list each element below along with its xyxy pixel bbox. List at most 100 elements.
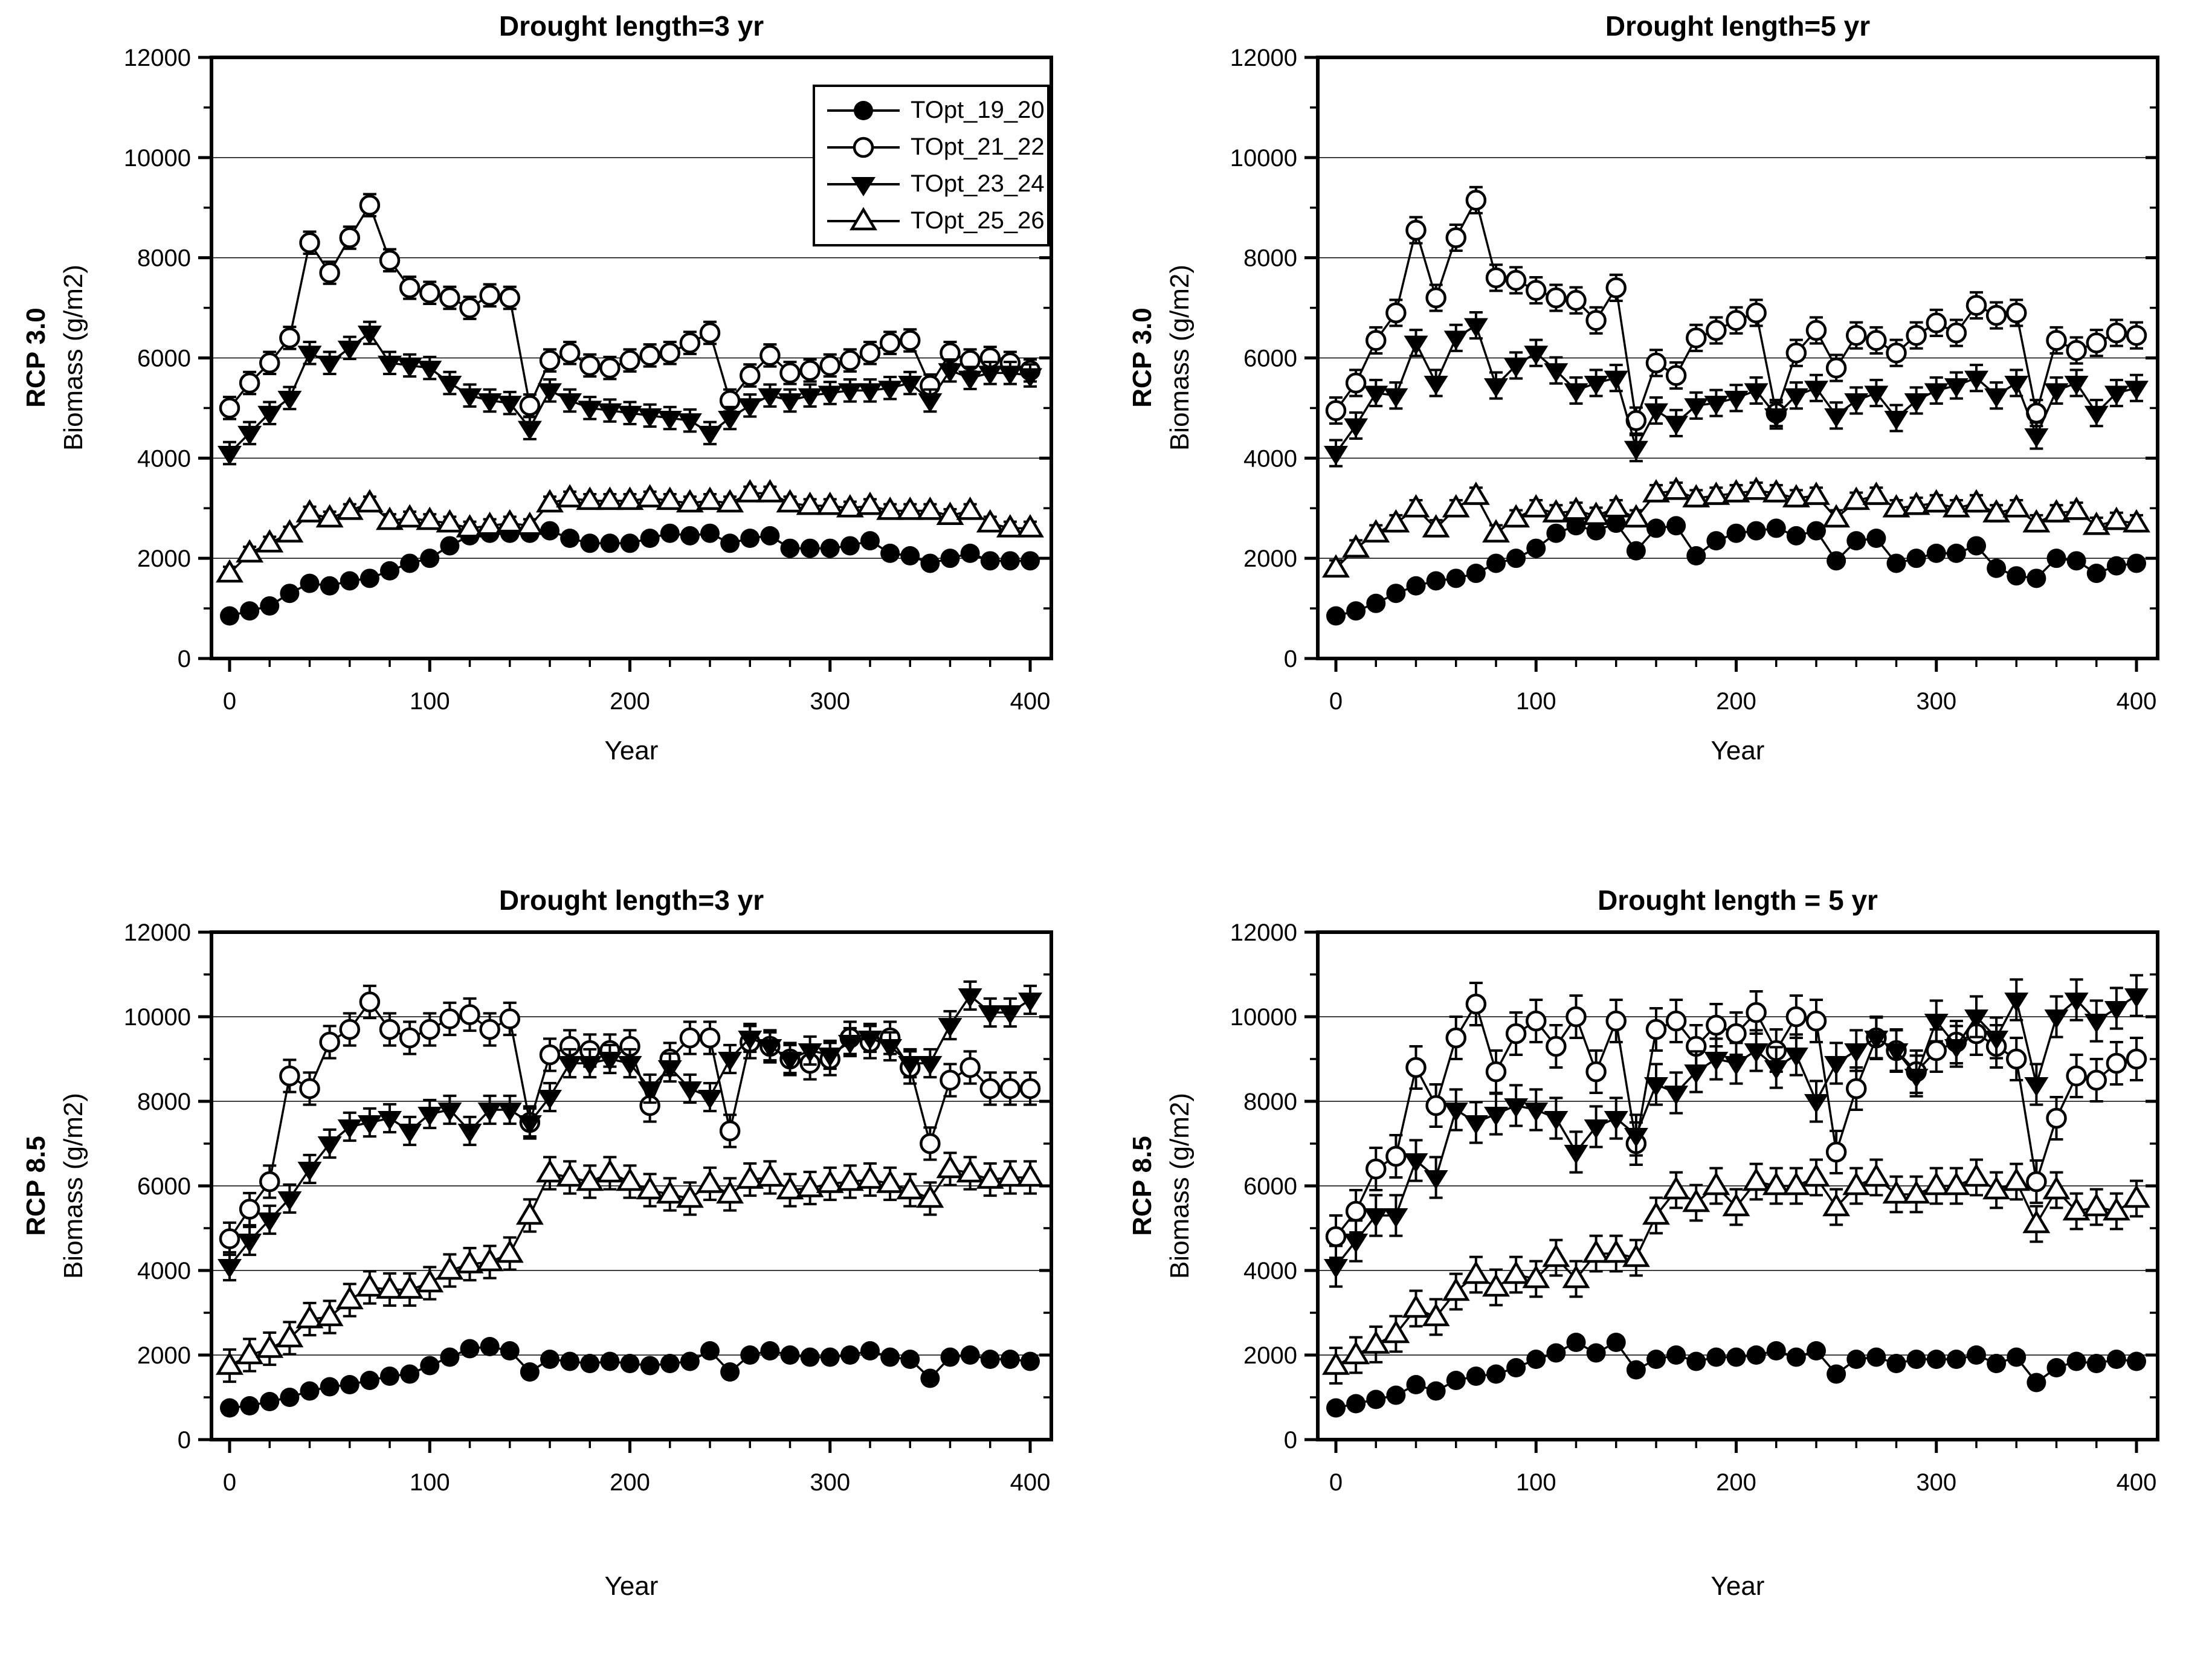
filled-circle-icon (827, 100, 900, 120)
series-TOpt_25_26 (1322, 1158, 2150, 1385)
series-TOpt_23_24 (218, 980, 1042, 1282)
panel-title: Drought length=3 yr (498, 884, 764, 916)
y-axis: 0 2000 4000 6000 8000 10000 12000 (124, 919, 1051, 1454)
y-tick-label: 2000 (1243, 546, 1297, 572)
y-tick-label: 10000 (1230, 145, 1297, 172)
y-tick-label: 12000 (1230, 919, 1297, 946)
y-tick-label: 12000 (124, 45, 191, 71)
y-axis-rcp-label: RCP 8.5 (21, 1136, 51, 1236)
y-tick-label: 4000 (1243, 1258, 1297, 1284)
y-axis-biomass-label: Biomass (g/m2) (1165, 264, 1195, 451)
series-TOpt_21_22 (1325, 982, 2147, 1259)
x-tick-label: 300 (810, 1469, 850, 1496)
x-tick-label: 300 (1916, 1469, 1956, 1496)
y-axis-rcp-label: RCP 8.5 (1127, 1136, 1157, 1236)
x-axis: 0 100 200 300 400 (223, 1440, 1051, 1496)
plot-area-bottom-right: 0 2000 4000 6000 8000 10000 12000 0 100 200 300 400 (1230, 919, 2159, 1496)
y-tick-label: 4000 (137, 1258, 191, 1284)
x-axis-label: Year (604, 736, 659, 765)
x-tick-label: 200 (610, 688, 650, 715)
open-circle-icon (827, 137, 900, 158)
panel-title: Drought length=5 yr (1605, 10, 1871, 42)
y-tick-label: 6000 (137, 346, 191, 372)
x-axis-label: Year (1711, 1571, 1765, 1601)
series-TOpt_23_24 (1324, 974, 2149, 1288)
y-axis: 0 2000 4000 6000 8000 10000 12000 (1230, 45, 2158, 672)
x-tick-label: 300 (1916, 688, 1956, 715)
series-TOpt_21_22 (219, 193, 1041, 420)
series-TOpt_25_26 (216, 478, 1044, 583)
y-tick-label: 6000 (137, 1173, 191, 1200)
y-axis: 0 2000 4000 6000 8000 10000 12000 (124, 45, 1051, 672)
plot-area-bottom-left: 0 2000 4000 6000 8000 10000 12000 0 100 200 300 400 (124, 919, 1053, 1496)
series-TOpt_23_24 (218, 320, 1042, 466)
x-tick-label: 300 (810, 688, 850, 715)
series-TOpt_25_26 (216, 1151, 1044, 1383)
x-tick-label: 100 (410, 1469, 450, 1496)
x-tick-label: 200 (1716, 688, 1756, 715)
plot-area-top-left: 0 2000 4000 6000 8000 10000 12000 0 100 200 300 400 (124, 45, 1053, 715)
series-TOpt_25_26 (1322, 476, 2150, 578)
y-tick-label: 12000 (1230, 45, 1297, 71)
x-tick-label: 400 (1010, 1469, 1051, 1496)
y-axis-biomass-label: Biomass (g/m2) (59, 264, 88, 451)
y-tick-label: 8000 (137, 1089, 191, 1115)
x-tick-label: 100 (410, 688, 450, 715)
x-tick-label: 100 (1516, 688, 1556, 715)
y-tick-label: 12000 (124, 919, 191, 946)
legend-label: TOpt_25_26 (911, 207, 1045, 234)
y-axis-biomass-label: Biomass (g/m2) (1165, 1092, 1195, 1280)
y-tick-label: 2000 (137, 546, 191, 572)
gridlines (1318, 157, 2158, 559)
legend-label: TOpt_23_24 (911, 170, 1045, 197)
series-TOpt_19_20 (220, 1337, 1040, 1418)
panel-top-left: 0 2000 4000 6000 8000 10000 12000 0 100 200 300 400… (0, 0, 1106, 836)
panel-title: Drought length=3 yr (498, 10, 764, 42)
x-axis-label: Year (604, 1571, 659, 1601)
y-tick-label: 2000 (137, 1342, 191, 1369)
panel-top-right: 0 2000 4000 6000 8000 10000 12000 0 100 200 300 400… (1106, 0, 2212, 836)
x-tick-label: 100 (1516, 1469, 1556, 1496)
legend-item: TOpt_21_22 (825, 131, 1047, 164)
series-TOpt_23_24 (1324, 311, 2149, 468)
x-tick-label: 400 (1010, 688, 1051, 715)
legend-label: TOpt_19_20 (911, 97, 1045, 123)
series-TOpt_21_22 (1325, 185, 2147, 435)
filled-triangle-down-icon (827, 176, 900, 196)
y-tick-label: 0 (178, 1427, 191, 1454)
legend: TOpt_19_20 TOpt_21_22 TOpt_23_24 TOpt_25… (813, 85, 1050, 246)
y-axis-biomass-label: Biomass (g/m2) (59, 1092, 88, 1280)
series-TOpt_19_20 (1326, 514, 2146, 626)
y-tick-label: 8000 (1243, 1089, 1297, 1115)
open-triangle-up-icon (827, 207, 900, 230)
y-tick-label: 4000 (137, 445, 191, 472)
panel-bottom-right: 0 2000 4000 6000 8000 10000 12000 0 100 200 300 400… (1106, 836, 2212, 1671)
y-tick-label: 0 (1284, 646, 1297, 672)
y-tick-label: 10000 (1230, 1004, 1297, 1031)
x-tick-label: 0 (1329, 688, 1343, 715)
x-axis: 0 100 200 300 400 (1329, 1440, 2157, 1496)
plot-area-top-right: 0 2000 4000 6000 8000 10000 12000 0 100 200 300 400 (1230, 45, 2159, 715)
legend-item: TOpt_23_24 (825, 168, 1047, 201)
y-axis-rcp-label: RCP 3.0 (1127, 307, 1157, 408)
x-tick-label: 0 (223, 1469, 236, 1496)
y-tick-label: 6000 (1243, 1173, 1297, 1200)
y-tick-label: 2000 (1243, 1342, 1297, 1369)
panel-bottom-left: 0 2000 4000 6000 8000 10000 12000 0 100 200 300 400… (0, 836, 1106, 1671)
x-tick-label: 0 (1329, 1469, 1343, 1496)
y-tick-label: 0 (1284, 1427, 1297, 1454)
y-tick-label: 4000 (1243, 445, 1297, 472)
y-tick-label: 10000 (124, 1004, 191, 1031)
legend-item: TOpt_19_20 (825, 94, 1047, 127)
y-tick-label: 8000 (137, 245, 191, 272)
x-tick-label: 400 (2117, 1469, 2157, 1496)
series-TOpt_19_20 (1326, 1333, 2146, 1418)
y-tick-label: 0 (178, 646, 191, 672)
x-axis: 0 100 200 300 400 (223, 658, 1051, 715)
series-TOpt_19_20 (220, 521, 1040, 626)
y-tick-label: 6000 (1243, 346, 1297, 372)
y-tick-label: 8000 (1243, 245, 1297, 272)
y-axis-rcp-label: RCP 3.0 (21, 307, 51, 408)
legend-item: TOpt_25_26 (825, 205, 1047, 237)
